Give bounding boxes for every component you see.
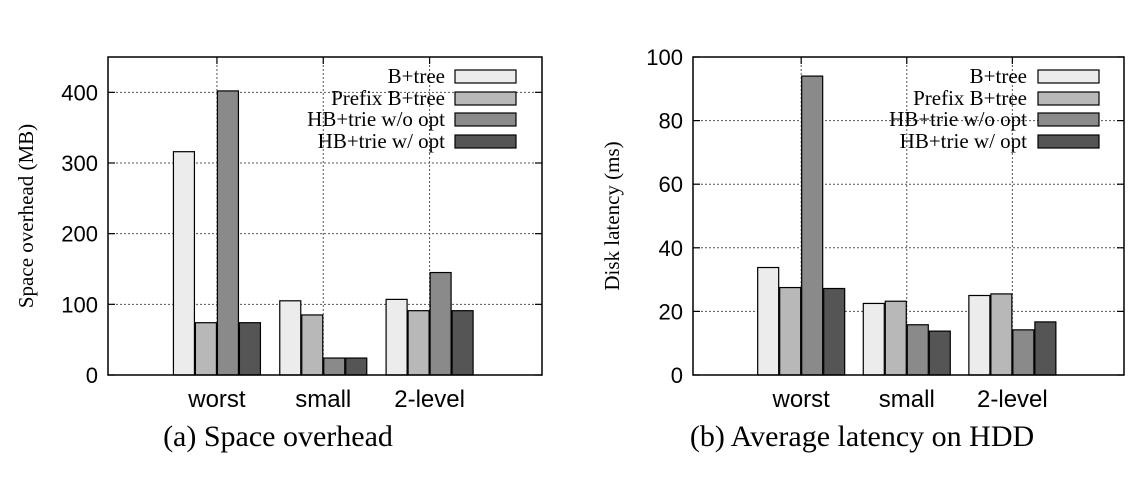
- legend-swatch: [454, 134, 517, 149]
- bar-worst-prefix-b-tree: [779, 286, 802, 376]
- y-tick-label: 400: [61, 80, 98, 105]
- bar-2-level-b-tree: [968, 294, 991, 376]
- y-tick-label: 100: [61, 292, 98, 317]
- bar-worst-b-tree: [757, 266, 780, 376]
- bar-2-level-hb-trie-w-o-opt: [429, 271, 452, 376]
- x-tick-label: worst: [187, 386, 246, 413]
- bar-worst-hb-trie-w-opt: [238, 322, 262, 376]
- plot-frame: [107, 56, 543, 376]
- legend-swatch: [1037, 112, 1100, 127]
- bar-worst-hb-trie-w-opt: [823, 287, 846, 376]
- bar-small-hb-trie-w-opt: [345, 357, 368, 376]
- y-tick-label: 20: [659, 299, 683, 324]
- x-tick-label: 2-level: [394, 386, 465, 413]
- bar-2-level-hb-trie-w-opt: [1034, 321, 1057, 376]
- y-axis-label: Disk latency (ms): [600, 141, 624, 290]
- bar-2-level-prefix-b-tree: [407, 310, 430, 376]
- y-tick-label: 80: [659, 109, 683, 134]
- y-tick-label: 300: [61, 151, 98, 176]
- bar-small-prefix-b-tree: [884, 300, 907, 376]
- legend-label: HB+trie w/ opt: [900, 129, 1027, 153]
- chart-panel-disk-latency: worst small 2-level 0 20 40 60 80 100 Disk latenc…: [600, 45, 1125, 453]
- x-tick-label: small: [295, 386, 351, 413]
- legend-swatch: [454, 69, 517, 84]
- legend-label: Prefix B+tree: [331, 86, 445, 110]
- legend-swatch: [1037, 91, 1100, 106]
- bar-worst-hb-trie-w-o-opt: [216, 90, 240, 376]
- legend-swatch: [454, 112, 517, 127]
- legend-swatch: [1037, 134, 1100, 149]
- y-tick-label: 0: [86, 363, 98, 388]
- x-tick-label: worst: [772, 386, 831, 413]
- bar-worst-b-tree: [172, 151, 196, 376]
- y-tick-label: 60: [659, 172, 683, 197]
- panel-caption: (b) Average latency on HDD: [690, 420, 1034, 453]
- legend-label: HB+trie w/o opt: [307, 107, 445, 131]
- y-tick-label: 0: [671, 363, 683, 388]
- y-tick-label: 200: [61, 222, 98, 247]
- legend-label: B+tree: [388, 64, 445, 88]
- bar-small-prefix-b-tree: [301, 314, 324, 376]
- bar-small-hb-trie-w-opt: [928, 330, 951, 376]
- bar-2-level-prefix-b-tree: [990, 293, 1013, 376]
- legend-label: HB+trie w/o opt: [889, 107, 1027, 131]
- bar-small-b-tree: [862, 302, 885, 376]
- x-tick-label: 2-level: [977, 386, 1048, 413]
- legend-label: B+tree: [970, 64, 1027, 88]
- legend-swatch: [454, 91, 517, 106]
- bar-2-level-b-tree: [385, 298, 408, 376]
- panel-caption: (a) Space overhead: [163, 420, 393, 453]
- y-tick-label: 100: [646, 45, 683, 70]
- bar-small-hb-trie-w-o-opt: [906, 324, 929, 376]
- bar-worst-hb-trie-w-o-opt: [801, 75, 824, 376]
- bar-2-level-hb-trie-w-o-opt: [1012, 329, 1035, 376]
- x-tick-label: small: [879, 386, 935, 413]
- bar-small-b-tree: [279, 300, 302, 376]
- y-axis-label: Space overhead (MB): [14, 124, 38, 308]
- y-tick-label: 40: [659, 236, 683, 261]
- plot-frame: [692, 56, 1125, 376]
- legend-label: HB+trie w/ opt: [318, 129, 445, 153]
- chart-panel-space-overhead: worst small 2-level 0 100 200 300 400 Space over…: [14, 56, 543, 453]
- legend-label: Prefix B+tree: [913, 86, 1027, 110]
- bar-worst-prefix-b-tree: [194, 322, 218, 376]
- legend-swatch: [1037, 69, 1100, 84]
- bar-2-level-hb-trie-w-opt: [451, 310, 474, 376]
- bar-small-hb-trie-w-o-opt: [323, 357, 346, 376]
